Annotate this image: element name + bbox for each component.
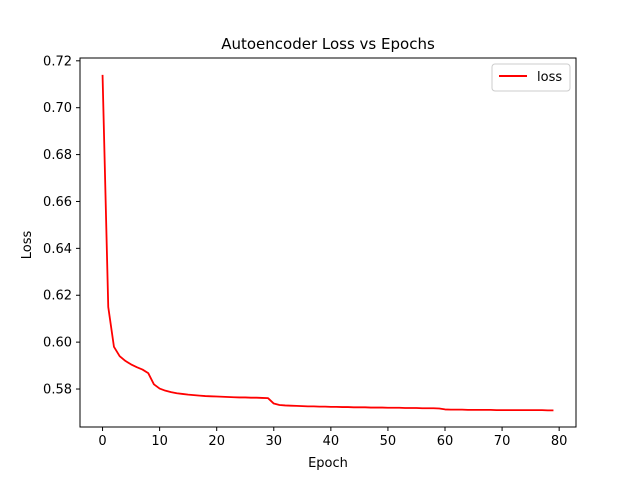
y-axis-title: Loss bbox=[20, 231, 35, 260]
x-tick-label: 70 bbox=[494, 434, 511, 449]
axes-frame bbox=[79, 57, 577, 428]
y-tick-label: 0.70 bbox=[43, 101, 72, 116]
x-tick-label: 80 bbox=[551, 434, 568, 449]
legend-label: loss bbox=[537, 70, 562, 85]
y-tick-label: 0.64 bbox=[43, 242, 72, 257]
y-tick-label: 0.62 bbox=[43, 289, 72, 304]
x-tick-label: 10 bbox=[151, 434, 168, 449]
y-tick-label: 0.60 bbox=[43, 336, 72, 351]
x-axis-title: Epoch bbox=[308, 456, 348, 471]
plot-area: 0 10 20 30 40 50 60 70 80 0.58 0.60 0.62 0.64 0.66 0.6… bbox=[43, 54, 577, 449]
legend-box bbox=[491, 63, 571, 92]
series-line-loss bbox=[101, 74, 554, 412]
legend: loss bbox=[491, 63, 571, 92]
chart-title: Autoencoder Loss vs Epochs bbox=[221, 35, 435, 53]
x-tick-label: 60 bbox=[437, 434, 454, 449]
x-tick-label: 30 bbox=[266, 434, 283, 449]
y-tick-label: 0.66 bbox=[43, 195, 72, 210]
x-tick-label: 0 bbox=[98, 434, 106, 449]
y-tick-label: 0.72 bbox=[43, 54, 72, 69]
x-tick-label: 50 bbox=[380, 434, 397, 449]
y-tick-label: 0.58 bbox=[43, 383, 72, 398]
x-tick-label: 20 bbox=[208, 434, 225, 449]
x-tick-label: 40 bbox=[323, 434, 340, 449]
y-tick-label: 0.68 bbox=[43, 148, 72, 163]
